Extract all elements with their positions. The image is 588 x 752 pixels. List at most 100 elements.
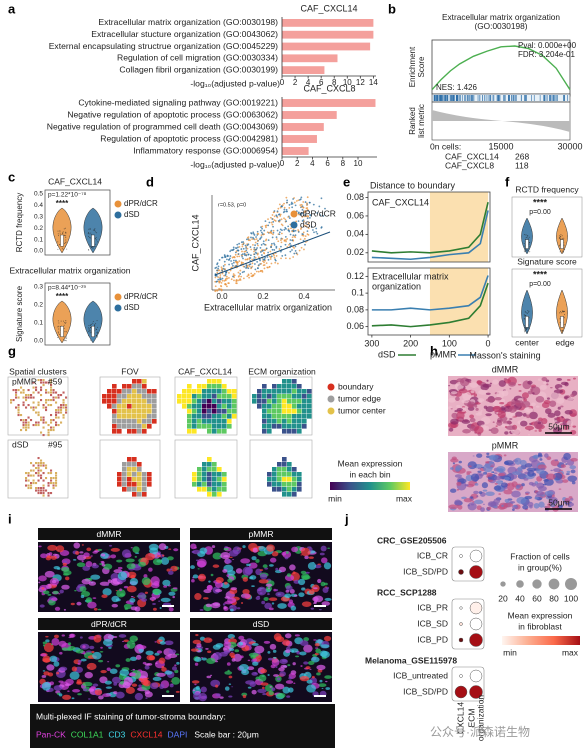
- micrograph-texture: [215, 693, 221, 697]
- bin: [37, 469, 40, 472]
- micrograph-texture: [469, 417, 476, 423]
- bin: [222, 404, 227, 409]
- micrograph-texture: [518, 390, 522, 392]
- panel-letter: d: [146, 174, 154, 189]
- scatter-sketch: [304, 224, 306, 227]
- x-tick-label: 0.2: [257, 292, 269, 301]
- scatter-sketch: [237, 246, 239, 249]
- scatter-sketch: [232, 275, 234, 278]
- x-tick-label: 15000: [488, 141, 513, 151]
- micrograph-texture: [322, 587, 329, 593]
- bin: [122, 414, 127, 419]
- micrograph-texture: [209, 674, 213, 677]
- micrograph-texture: [455, 396, 460, 402]
- micrograph-texture: [88, 581, 97, 586]
- legend-label: dPR/dCR: [300, 208, 336, 218]
- bin: [122, 482, 127, 487]
- micrograph-texture: [321, 601, 331, 606]
- micrograph-texture: [172, 587, 178, 590]
- micrograph-texture: [534, 430, 538, 432]
- micrograph-texture: [517, 466, 523, 472]
- bin: [32, 474, 35, 477]
- micrograph-texture: [52, 590, 59, 595]
- scatter-sketch: [280, 257, 282, 260]
- violin-jitter: [559, 248, 561, 250]
- micrograph-texture: [268, 564, 274, 567]
- chart-title: (GO:0030198): [474, 21, 527, 31]
- micrograph-texture: [257, 595, 261, 598]
- scatter-sketch: [278, 248, 281, 250]
- micrograph-texture: [543, 381, 547, 385]
- bin: [47, 492, 50, 495]
- micrograph-texture: [194, 683, 197, 686]
- bin: [297, 404, 302, 409]
- micrograph-texture: [310, 656, 320, 663]
- micrograph-texture: [156, 672, 166, 677]
- plot-frame: [367, 267, 491, 336]
- micrograph-texture: [552, 420, 558, 422]
- bin: [202, 477, 207, 482]
- scatter-sketch: [270, 262, 273, 265]
- bin: [35, 424, 38, 427]
- bin: [197, 487, 202, 492]
- bin: [277, 472, 282, 477]
- violin-jitter: [527, 235, 529, 237]
- bin: [47, 472, 50, 475]
- scatter-sketch: [281, 204, 284, 207]
- micrograph-texture: [164, 640, 174, 646]
- bin: [152, 414, 157, 419]
- bin: [307, 399, 312, 404]
- bin: [65, 404, 68, 407]
- bin: [47, 391, 50, 394]
- category-label: Negative regulation of apoptotic process…: [67, 109, 278, 119]
- micrograph-texture: [191, 578, 195, 583]
- micrograph-texture: [492, 400, 502, 407]
- micrograph-texture: [200, 686, 207, 693]
- violin-jitter: [57, 248, 59, 250]
- significance: ****: [56, 292, 69, 301]
- legend-label: pMMR: [430, 349, 457, 359]
- micrograph-texture: [456, 488, 460, 491]
- bin: [207, 424, 212, 429]
- bin: [277, 394, 282, 399]
- y-tick-label: 0.12: [346, 271, 364, 281]
- micrograph-texture: [76, 681, 83, 685]
- bin: [122, 394, 127, 399]
- scatter-sketch: [322, 215, 325, 217]
- bin: [217, 379, 222, 384]
- bin: [192, 472, 197, 477]
- legend-label: dSD: [378, 349, 396, 359]
- micrograph-texture: [259, 569, 264, 571]
- micrograph-texture: [289, 564, 296, 571]
- violin-jitter: [558, 235, 560, 237]
- bin: [122, 424, 127, 429]
- trend-sketch: [214, 231, 331, 276]
- violin-jitter: [93, 229, 95, 231]
- bin: [222, 487, 227, 492]
- bin: [202, 487, 207, 492]
- bin: [40, 459, 43, 462]
- micrograph-texture: [281, 659, 288, 663]
- bin: [37, 489, 40, 492]
- bin: [22, 389, 25, 392]
- bin: [35, 487, 38, 490]
- scatter-sketch: [277, 213, 280, 216]
- micrograph-texture: [40, 653, 47, 657]
- bin: [15, 389, 18, 392]
- bin: [292, 419, 297, 424]
- scatter-sketch: [224, 268, 226, 271]
- scatter-sketch: [223, 260, 226, 263]
- micrograph-texture: [86, 662, 97, 671]
- scatter-sketch: [265, 226, 267, 229]
- bin: [62, 399, 65, 402]
- micrograph-texture: [541, 402, 550, 409]
- violin-jitter: [96, 331, 98, 333]
- bin: [207, 487, 212, 492]
- column-label: organization: [475, 695, 485, 742]
- micrograph-texture: [58, 640, 67, 647]
- bin: [132, 409, 137, 414]
- micrograph-texture: [129, 656, 138, 662]
- bin: [35, 411, 38, 414]
- scatter-sketch: [238, 245, 241, 248]
- micrograph-texture: [567, 502, 574, 507]
